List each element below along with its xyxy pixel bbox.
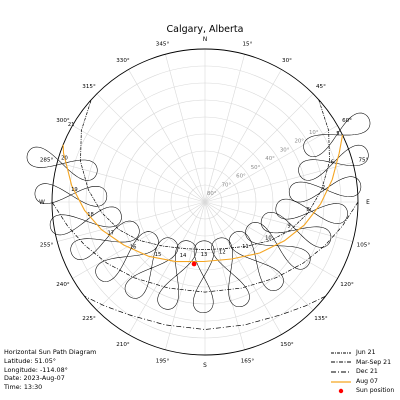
azimuth-label-60: 60° <box>342 118 352 124</box>
hour-label-17: 17 <box>107 230 114 236</box>
azimuth-label-315: 315° <box>82 84 96 90</box>
hour-label-9: 9 <box>287 223 290 229</box>
radial-line-285 <box>57 162 205 202</box>
hour-label-19: 19 <box>71 187 78 193</box>
legend-label-aug07: Aug 07 <box>356 377 378 387</box>
azimuth-label-165: 165° <box>241 358 255 364</box>
radial-line-225 <box>97 202 205 310</box>
hour-label-14: 14 <box>180 253 187 259</box>
legend-label-sun-position: Sun position <box>356 386 394 396</box>
radial-line-165 <box>205 202 245 350</box>
analemma-hour-8 <box>276 199 348 223</box>
hour-label-21: 21 <box>68 122 75 128</box>
legend-swatch-aug07 <box>330 378 352 386</box>
legend-swatch-sun-position <box>330 387 352 395</box>
altitude-label-60: 60° <box>236 174 246 180</box>
info-latitude: Latitude: 51.05° <box>4 357 96 366</box>
azimuth-label-135: 135° <box>314 316 328 322</box>
legend-label-equinox: Mar-Sep 21 <box>356 358 391 368</box>
azimuth-label-345: 345° <box>156 42 170 48</box>
polar-grid <box>52 49 358 355</box>
analemma-hour-20 <box>27 147 97 180</box>
azimuth-label-240: 240° <box>56 282 70 288</box>
azimuth-label-105: 105° <box>357 242 371 248</box>
radial-line-345 <box>165 54 205 202</box>
legend-swatch-equinox <box>330 358 352 366</box>
azimuth-label-255: 255° <box>40 242 54 248</box>
analemma-hour-11 <box>229 231 283 290</box>
chart-title: Calgary, Alberta <box>167 24 244 35</box>
hour-label-13: 13 <box>201 252 208 258</box>
azimuth-label-210: 210° <box>116 342 130 348</box>
hour-label-12: 12 <box>219 249 226 255</box>
info-title: Horizontal Sun Path Diagram <box>4 348 96 357</box>
radial-line-15 <box>205 54 245 202</box>
legend-item-dec21: Dec 21 <box>330 367 394 377</box>
info-longitude: Longitude: -114.08° <box>4 366 96 375</box>
hour-label-10: 10 <box>265 236 272 242</box>
info-block: Horizontal Sun Path Diagram Latitude: 51… <box>4 348 96 392</box>
azimuth-label-75: 75° <box>358 158 368 164</box>
radial-line-195 <box>165 202 205 350</box>
azimuth-label-30: 30° <box>282 58 292 64</box>
sun-position-marker <box>192 262 197 267</box>
legend-item-sun-position: Sun position <box>330 386 394 396</box>
azimuth-label-225: 225° <box>82 316 96 322</box>
legend-swatch-jun21 <box>330 349 352 357</box>
hour-label-6: 6 <box>331 159 334 165</box>
info-date: Date: 2023-Aug-07 <box>4 374 96 383</box>
legend-item-aug07: Aug 07 <box>330 377 394 387</box>
legend-item-jun21: Jun 21 <box>330 348 394 358</box>
analemma-hour-10 <box>245 222 310 269</box>
cardinal-label-E: E <box>366 200 370 206</box>
hour-label-15: 15 <box>155 252 162 258</box>
radial-line-315 <box>97 94 205 202</box>
hour-label-16: 16 <box>130 244 137 250</box>
cardinal-label-W: W <box>39 200 45 206</box>
azimuth-label-330: 330° <box>116 58 130 64</box>
cardinal-label-N: N <box>203 37 207 43</box>
altitude-label-80: 80° <box>207 191 217 197</box>
altitude-label-30: 30° <box>280 147 290 153</box>
legend-item-equinox: Mar-Sep 21 <box>330 358 394 368</box>
hour-label-8: 8 <box>306 207 309 213</box>
azimuth-label-195: 195° <box>156 358 170 364</box>
radial-line-255 <box>57 202 205 242</box>
legend-label-dec21: Dec 21 <box>356 367 378 377</box>
info-time: Time: 13:30 <box>4 383 96 392</box>
altitude-label-70: 70° <box>222 182 232 188</box>
legend-label-jun21: Jun 21 <box>356 348 376 358</box>
altitude-label-40: 40° <box>265 156 275 162</box>
hour-label-7: 7 <box>322 186 325 192</box>
azimuth-label-45: 45° <box>316 84 326 90</box>
azimuth-label-15: 15° <box>242 42 252 48</box>
altitude-label-20: 20° <box>294 139 304 145</box>
hour-label-11: 11 <box>242 244 249 250</box>
legend: Jun 21 Mar-Sep 21 Dec 21 Aug 07 Sun posi… <box>330 348 394 396</box>
hour-label-5: 5 <box>336 131 339 137</box>
radial-line-135 <box>205 202 313 310</box>
hour-label-20: 20 <box>61 156 68 162</box>
legend-swatch-dec21 <box>330 368 352 376</box>
azimuth-label-120: 120° <box>340 282 354 288</box>
altitude-label-50: 50° <box>251 165 261 171</box>
hour-label-18: 18 <box>87 212 94 218</box>
altitude-label-10: 10° <box>309 130 319 136</box>
azimuth-label-285: 285° <box>40 158 54 164</box>
cardinal-label-S: S <box>203 363 207 369</box>
azimuth-label-150: 150° <box>280 342 294 348</box>
